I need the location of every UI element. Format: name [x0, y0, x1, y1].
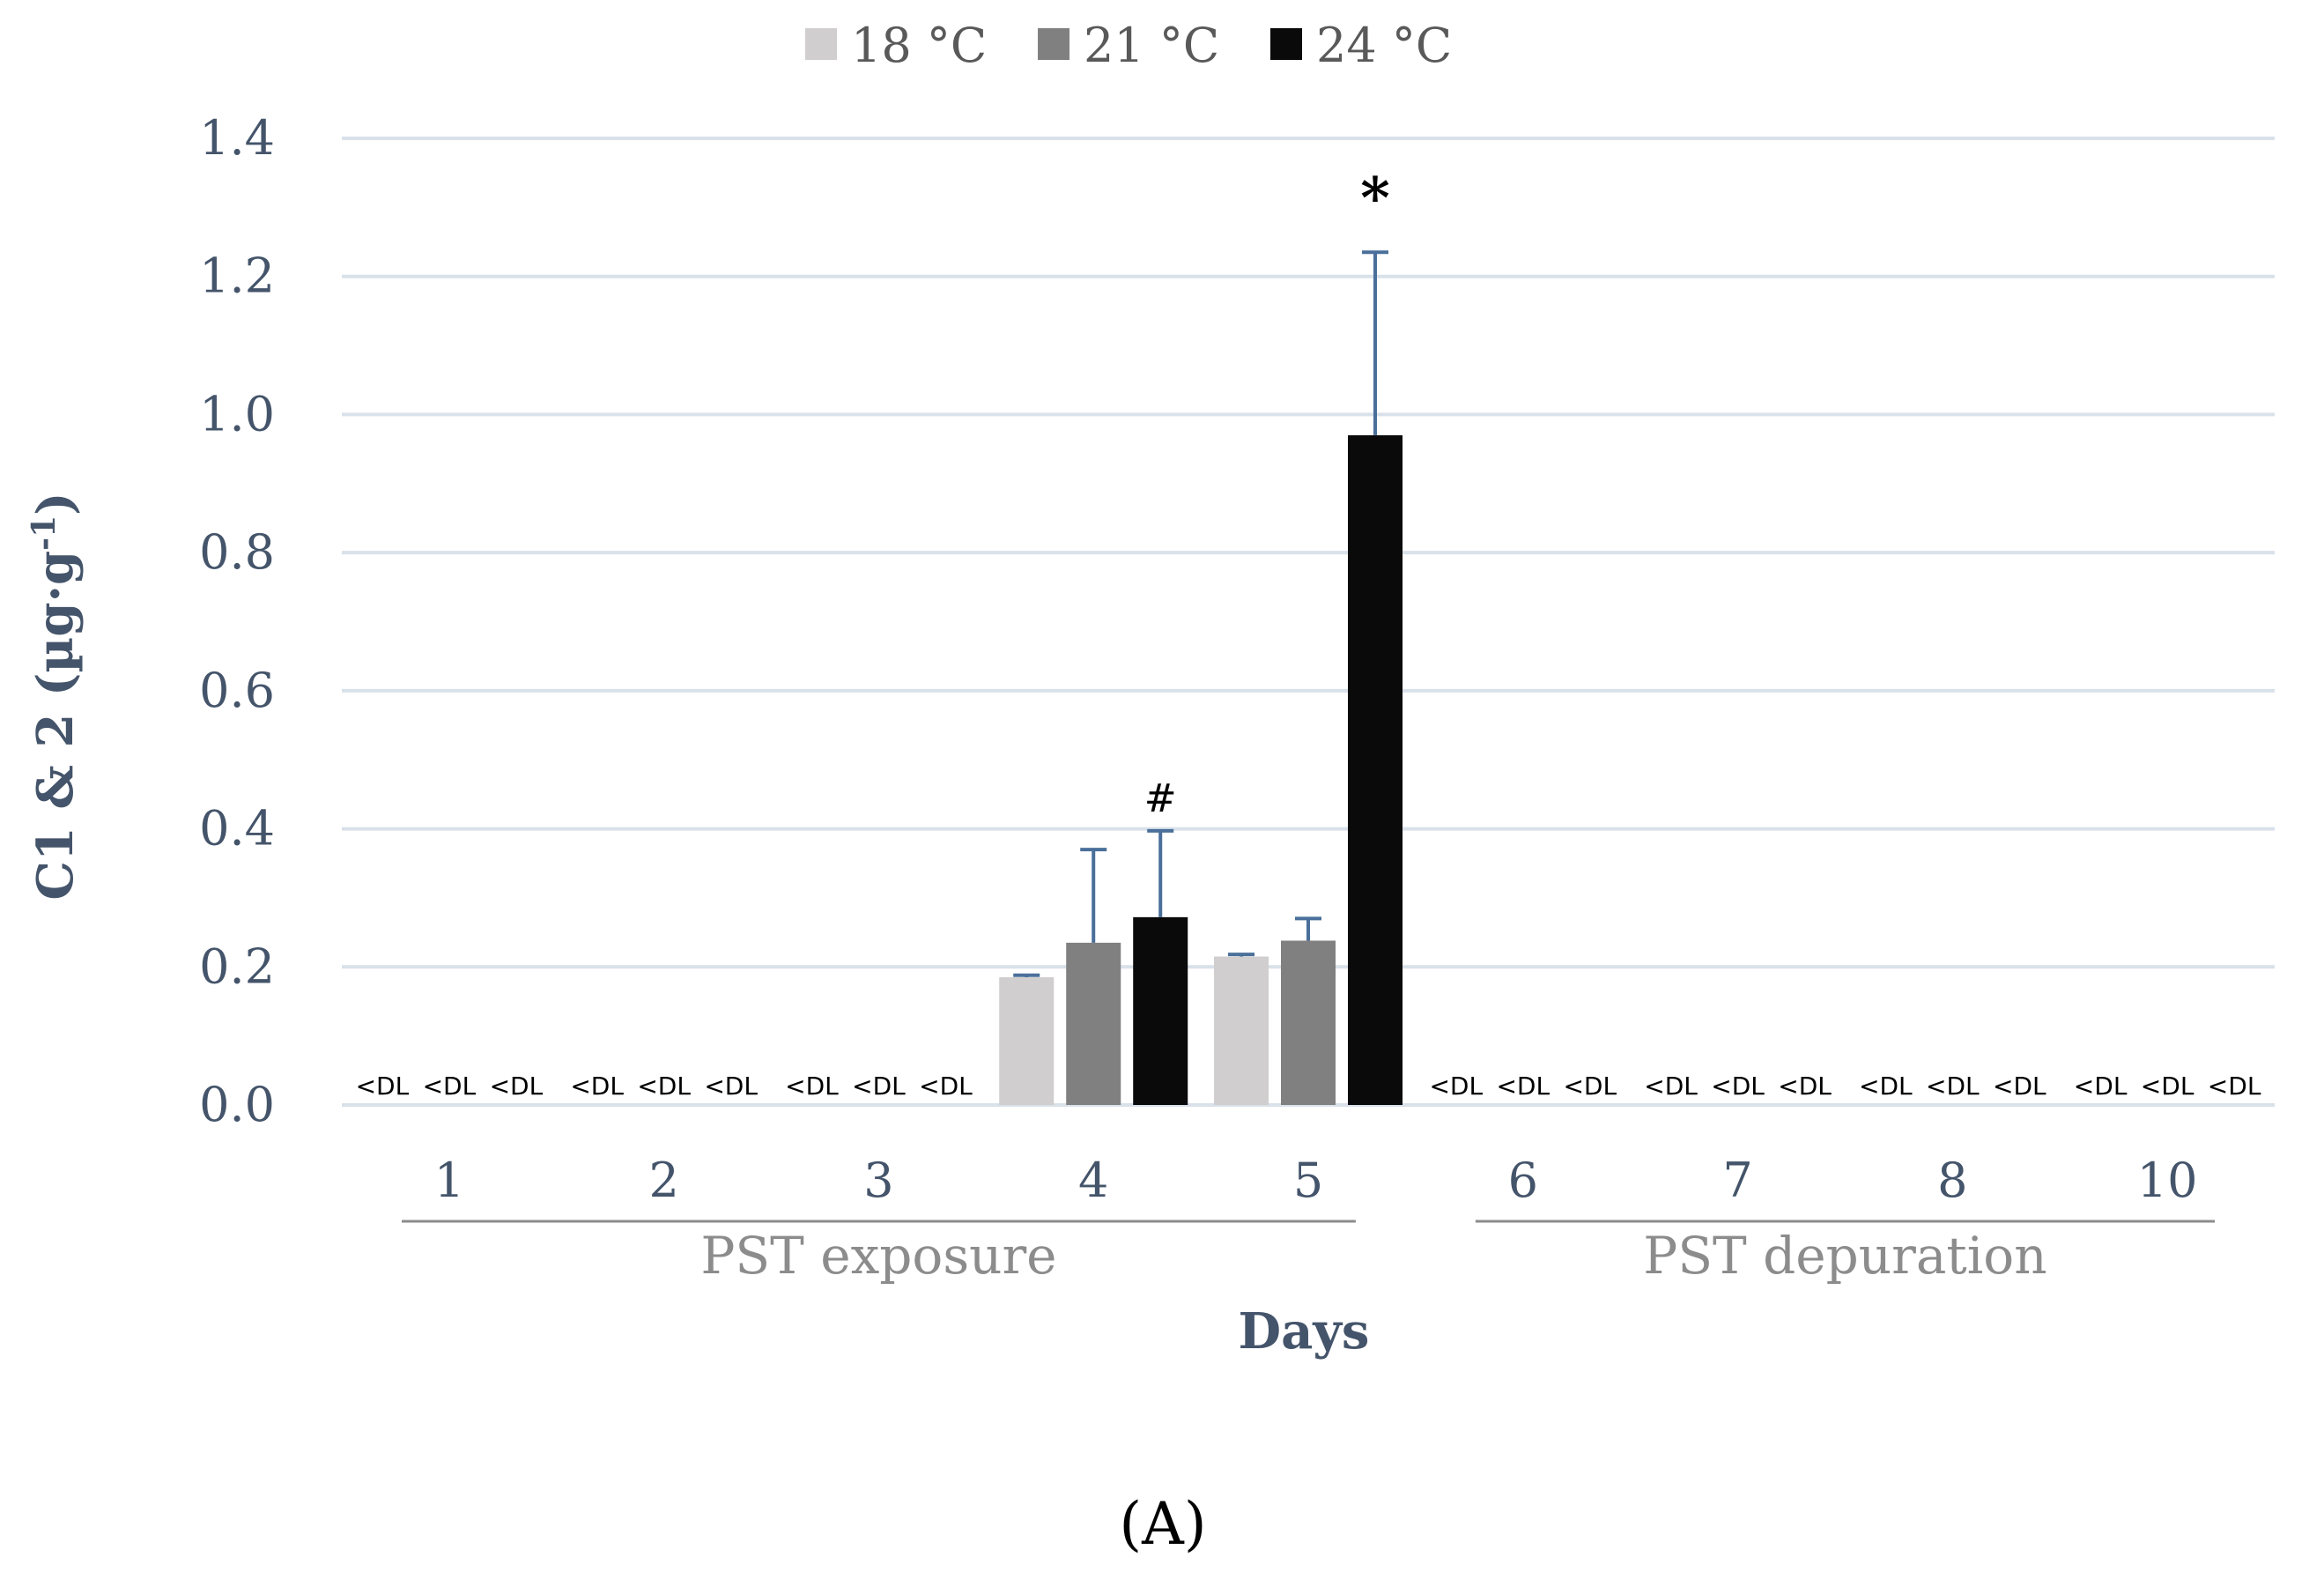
- below-detection-label: <DL: [2141, 1071, 2194, 1101]
- below-detection-label: <DL: [1993, 1071, 2046, 1101]
- x-axis-categories: 1 2 3 4 5 6 7 8 10: [434, 1153, 2198, 1208]
- y-tick-label: 1.4: [199, 110, 275, 166]
- y-tick-label: 0.6: [199, 663, 275, 718]
- bar: [1348, 434, 1403, 1106]
- significance-marker: #: [1144, 776, 1177, 821]
- x-category-label: 1: [434, 1153, 464, 1208]
- panel-label: (A): [1119, 1490, 1206, 1558]
- y-tick-label: 1.0: [199, 386, 275, 441]
- x-category-label: 10: [2137, 1153, 2198, 1208]
- below-detection-label: <DL: [1429, 1071, 1483, 1101]
- bar: [1281, 940, 1336, 1105]
- below-detection-label: <DL: [1859, 1071, 1913, 1101]
- below-detection-label: <DL: [1644, 1071, 1698, 1101]
- y-axis-ticks: 0.0 0.2 0.4 0.6 0.8 1.0 1.2 1.4: [199, 110, 275, 1132]
- below-detection-label: <DL: [356, 1071, 410, 1101]
- below-detection-label: <DL: [423, 1071, 477, 1101]
- legend-label: 18 °C: [851, 18, 987, 73]
- below-detection-label: <DL: [704, 1071, 758, 1101]
- below-detection-label: <DL: [1711, 1071, 1765, 1101]
- below-detection-label: <DL: [1926, 1071, 1980, 1101]
- error-bars: [1013, 250, 1388, 978]
- legend-swatch: [1270, 28, 1302, 60]
- bar: [999, 977, 1055, 1105]
- legend-label: 24 °C: [1316, 18, 1452, 73]
- bar: [1214, 956, 1269, 1105]
- x-category-label: 2: [648, 1153, 678, 1208]
- y-axis-title-superscript: -1: [26, 515, 63, 551]
- below-detection-label: <DL: [852, 1071, 906, 1101]
- below-detection-label: <DL: [1563, 1071, 1617, 1101]
- below-detection-label: <DL: [490, 1071, 544, 1101]
- significance-annotations: #*: [1144, 165, 1390, 821]
- below-detection-label: <DL: [570, 1071, 624, 1101]
- legend: 18 °C 21 °C 24 °C: [805, 18, 1452, 73]
- y-tick-label: 0.2: [199, 938, 275, 994]
- x-category-label: 5: [1293, 1153, 1323, 1208]
- significance-marker: *: [1360, 165, 1389, 231]
- x-category-label: 4: [1078, 1153, 1108, 1208]
- legend-swatch: [805, 28, 837, 60]
- legend-swatch: [1038, 28, 1069, 60]
- x-category-label: 6: [1508, 1153, 1538, 1208]
- y-axis-title-text: C1 & 2 (µg·g: [26, 551, 85, 901]
- below-detection-label: <DL: [919, 1071, 973, 1101]
- bars: [999, 434, 1403, 1106]
- bar: [1133, 916, 1188, 1105]
- legend-label: 21 °C: [1084, 18, 1219, 73]
- y-tick-label: 0.8: [199, 524, 275, 580]
- below-detection-label: <DL: [1778, 1071, 1832, 1101]
- gridlines: [342, 137, 2275, 1107]
- bar: [1066, 942, 1121, 1105]
- y-tick-label: 1.2: [199, 248, 275, 304]
- y-axis-title: C1 & 2 (µg·g-1): [26, 492, 85, 900]
- below-detection-label: <DL: [2074, 1071, 2128, 1101]
- category-groups: PST exposure PST depuration: [402, 1220, 2215, 1286]
- below-detection-label: <DL: [2208, 1071, 2261, 1101]
- group-label: PST depuration: [1643, 1226, 2046, 1286]
- y-axis-title-close: ): [26, 492, 85, 515]
- below-detection-label: <DL: [637, 1071, 691, 1101]
- below-detection-label: <DL: [785, 1071, 839, 1101]
- x-axis-title: Days: [1239, 1302, 1370, 1361]
- x-category-label: 8: [1937, 1153, 1967, 1208]
- x-category-label: 3: [863, 1153, 893, 1208]
- y-tick-label: 0.4: [199, 801, 275, 856]
- x-category-label: 7: [1722, 1153, 1752, 1208]
- below-detection-labels: <DL <DL <DL <DL <DL <DL <DL <DL <DL <DL <DL <DL <DL <…: [356, 1071, 2261, 1101]
- below-detection-label: <DL: [1496, 1071, 1550, 1101]
- y-tick-label: 0.0: [199, 1077, 275, 1132]
- group-label: PST exposure: [700, 1226, 1056, 1286]
